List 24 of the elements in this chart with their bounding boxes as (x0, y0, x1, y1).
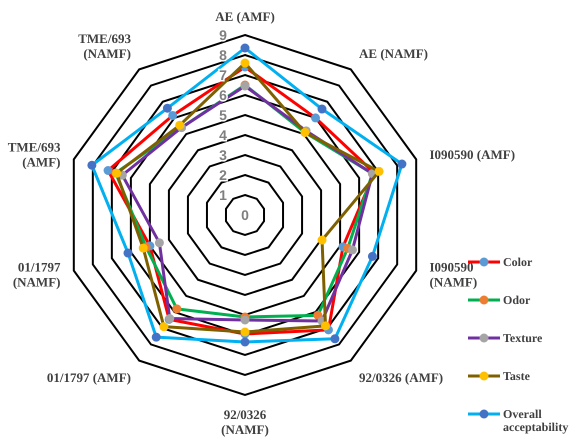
y-tick-label: 2 (219, 167, 228, 183)
y-tick-label: 0 (241, 207, 250, 223)
spoke-label: AE (NAMF) (359, 46, 428, 62)
legend-label: Odor (503, 293, 532, 307)
y-tick-label: 3 (219, 147, 228, 163)
spoke-label: 92/0326 (AMF) (359, 370, 444, 385)
y-tick-label: 5 (219, 107, 228, 123)
legend-label: Texture (503, 331, 544, 345)
spoke-label: 01/1797 (NAMF) (12, 259, 61, 290)
spoke-label: I090590 (NAMF) (430, 259, 478, 290)
spoke-label: I090590 (AMF) (430, 147, 516, 162)
legend-label: Taste (503, 369, 531, 383)
y-tick-label: 4 (219, 127, 228, 143)
y-tick-label: 1 (219, 187, 228, 203)
spoke-label: AE (AMF) (215, 9, 275, 24)
legend-label: Color (503, 255, 533, 269)
spoke-label: TME/693 (NAMF) (78, 31, 132, 62)
y-tick-label: 7 (219, 67, 228, 83)
y-tick-label: 8 (219, 47, 228, 63)
spoke-label: TME/693 (AMF) (8, 140, 61, 170)
spoke-label: 01/1797 (AMF) (46, 370, 131, 385)
y-tick-label: 9 (219, 27, 228, 43)
spoke-label: 92/0326 (NAMF) (221, 407, 269, 437)
legend-label: Overall acceptability (503, 407, 568, 434)
